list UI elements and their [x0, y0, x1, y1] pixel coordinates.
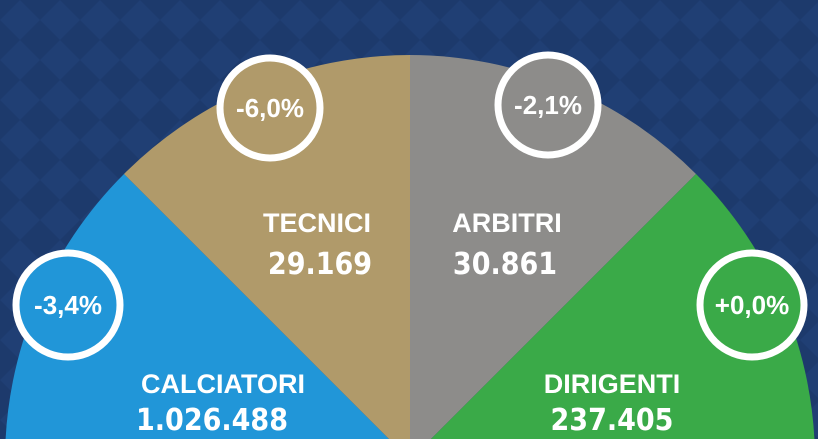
segment-value: 30.861	[453, 247, 557, 282]
change-label: -2,1%	[514, 90, 582, 120]
segment-label: DIRIGENTI	[544, 369, 681, 399]
segment-value: 1.026.488	[136, 403, 288, 438]
change-label: -3,4%	[34, 290, 102, 320]
segment-label: CALCIATORI	[141, 369, 305, 399]
segment-value: 237.405	[551, 403, 674, 438]
change-label: +0,0%	[715, 290, 789, 320]
segment-label: TECNICI	[263, 208, 371, 238]
segment-label: ARBITRI	[452, 208, 562, 238]
infographic: -6,0% -2,1% -3,4% +0,0% TECNICI 29.169 A…	[0, 0, 818, 439]
segment-value: 29.169	[268, 247, 372, 282]
change-label: -6,0%	[236, 93, 304, 123]
